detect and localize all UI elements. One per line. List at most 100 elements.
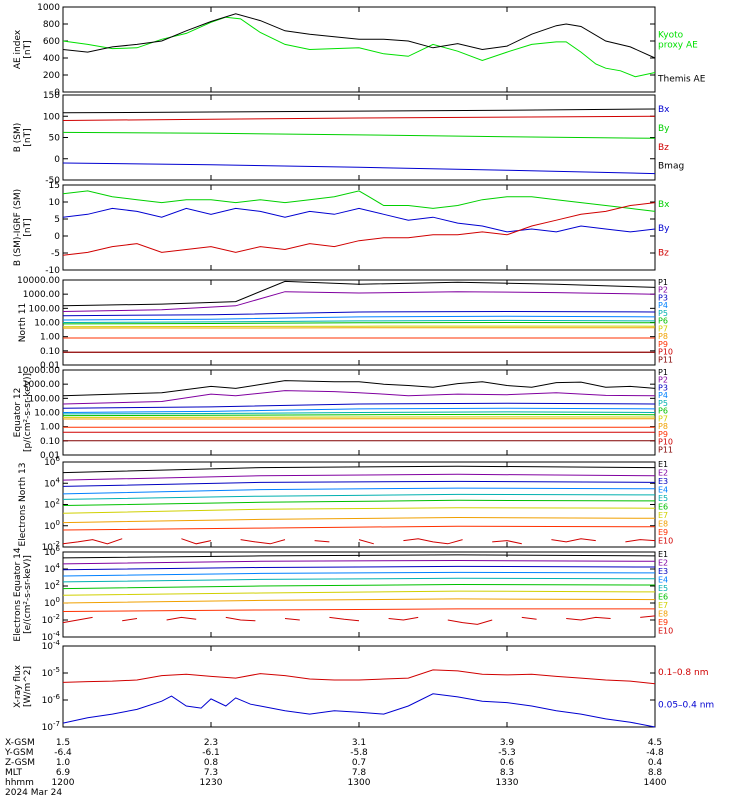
y-tick-label: 0.10	[40, 437, 60, 447]
legend-entry: E8	[658, 610, 668, 619]
y-tick-label: -50	[45, 176, 60, 186]
y-axis-label: Electrons North 13	[18, 463, 28, 547]
y-axis-label: B (SM)-IGRF (SM) [nT]	[13, 189, 33, 266]
ephemeris-value: 0.4	[648, 758, 663, 768]
y-axis-label: North 11	[18, 303, 28, 343]
y-axis-label-line: [e/(cm²-s-sr-keV)]	[23, 555, 33, 634]
series-line-p6	[62, 321, 656, 325]
series-line-e4	[62, 487, 656, 495]
y-tick-label: 10-4	[42, 639, 61, 652]
series-line-p5	[62, 411, 656, 415]
ephemeris-value: 0.6	[500, 758, 515, 768]
legend-entry: Kyoto	[658, 31, 684, 41]
series-line-by	[62, 131, 656, 139]
y-axis-label-line: B (SM)	[13, 123, 23, 153]
y-axis-label-line: [nT]	[23, 128, 33, 146]
ephemeris-value: -6.4	[54, 748, 72, 758]
ephemeris-value: 6.9	[56, 768, 71, 778]
y-axis-label-line: [p/(cm²-s-sr-keV)]	[23, 373, 33, 452]
y-axis-label-line: X-ray flux	[13, 664, 23, 708]
y-tick-label: 400	[43, 54, 60, 64]
legend-entry: P6	[658, 317, 668, 326]
legend-entry: P5	[658, 399, 668, 408]
series-line-p3	[62, 402, 656, 409]
legend-entry: E1	[658, 550, 668, 559]
legend-entry: E5	[658, 494, 668, 503]
y-tick-label: 1.00	[40, 333, 60, 343]
legend-entry: E4	[658, 576, 668, 585]
y-tick-label: 100	[44, 519, 60, 532]
series-line-e8	[62, 598, 656, 604]
series-line-p4	[62, 315, 656, 321]
panel-1: 1000 800 600 400 200 0 AE index [nT] Kyotoproxy …	[13, 3, 706, 98]
legend-entry: P4	[658, 391, 668, 400]
y-tick-label: 1.00	[40, 423, 60, 433]
ephemeris-value: 2.3	[204, 738, 218, 748]
series-line-kyoto-proxy-ae	[62, 16, 656, 78]
series-line-themis-ae	[62, 13, 656, 59]
legend-entry: P4	[658, 301, 668, 310]
y-tick-label: 0.01	[40, 451, 60, 461]
ephemeris-value: -5.8	[350, 748, 368, 758]
series-line-e4	[62, 571, 656, 577]
legend-entry: Bx	[658, 105, 670, 115]
series-line-e10	[62, 615, 656, 625]
legend-entry: 0.05–0.4 nm	[658, 701, 714, 711]
y-axis-label-line: Electrons North 13	[18, 463, 28, 547]
legend-entry: E5	[658, 584, 668, 593]
panel-7: 106 104 102 100 10-2 10-4 Electrons Equator 14…	[13, 545, 673, 643]
series-line-p3	[62, 310, 656, 317]
series-line-e2	[62, 559, 656, 565]
panel-frame	[62, 645, 656, 728]
y-tick-label: 10-6	[42, 693, 61, 706]
y-tick-label: 0.10	[40, 347, 60, 357]
panel-2: 150 100 50 0 -50 B (SM) [nT] Bx By Bz Bmag	[13, 91, 684, 186]
series-line-bx	[62, 190, 656, 212]
y-tick-label: 0	[54, 88, 60, 98]
series-line-e3	[62, 565, 656, 571]
x-axis-ephemeris: X-GSM 1.5 2.3 3.1 3.9 4.5 Y-GSM -6.4 -6.1 -5.8 -5.…	[4, 738, 667, 798]
series-line-bx	[62, 162, 656, 175]
ephemeris-row-label: hhmm	[5, 778, 34, 788]
ephemeris-value: 8.3	[500, 768, 514, 778]
legend-entry: E2	[658, 559, 668, 568]
ephemeris-value: 3.1	[352, 738, 366, 748]
ephemeris-row-label: Z-GSM	[5, 758, 35, 768]
legend-entry: P11	[658, 355, 673, 364]
legend-entry: E10	[658, 537, 673, 546]
y-tick-label: 100.00	[29, 394, 61, 404]
series-line-e9	[62, 525, 656, 531]
ephemeris-value: -6.1	[202, 748, 220, 758]
y-tick-label: -5	[51, 249, 60, 259]
y-axis-label-line: AE index	[13, 29, 23, 69]
y-tick-label: 10-4	[42, 630, 61, 643]
y-axis-label: X-ray flux [W/m^2]	[13, 664, 33, 708]
y-tick-label: -10	[45, 266, 60, 276]
y-tick-label: 50	[49, 134, 61, 144]
legend-entry: E7	[658, 511, 668, 520]
y-axis-label-line: [W/m^2]	[23, 666, 33, 707]
series-line-e3	[62, 480, 656, 487]
y-tick-label: 200	[43, 71, 60, 81]
series-line-e1	[62, 554, 656, 559]
legend-entry: E7	[658, 601, 668, 610]
series-line-p1	[62, 280, 656, 307]
panel-frame	[62, 184, 656, 271]
legend-entry: E6	[658, 503, 668, 512]
y-tick-label: 150	[43, 91, 60, 101]
legend-entry: P7	[658, 324, 668, 333]
legend-entry: P10	[658, 438, 673, 447]
legend-entry: E9	[658, 618, 668, 627]
panel-8: 10-4 10-5 10-6 10-7 X-ray flux [W/m^2] 0.1–0.8…	[13, 639, 714, 733]
ephemeris-value: 7.3	[204, 768, 218, 778]
y-tick-label: 10-7	[42, 720, 60, 733]
series-line-e10	[62, 538, 656, 545]
ephemeris-value: 1200	[52, 778, 75, 788]
y-tick-label: 0	[54, 155, 60, 165]
y-tick-label: 15	[49, 181, 60, 191]
y-axis-label: Equator 12 [p/(cm²-s-sr-keV)]	[13, 373, 33, 452]
legend-entry: P3	[658, 293, 668, 302]
legend-entry: P2	[658, 376, 668, 385]
series-line-p7	[62, 325, 656, 328]
